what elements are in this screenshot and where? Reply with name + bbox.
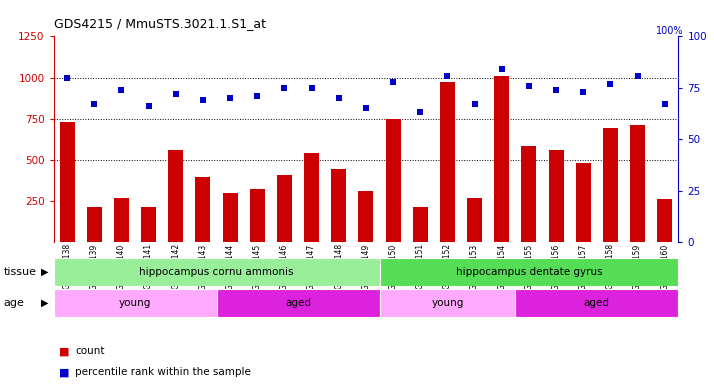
Bar <box>467 197 482 242</box>
Bar <box>331 169 346 242</box>
Text: ■: ■ <box>59 346 69 356</box>
Text: 100%: 100% <box>655 26 683 36</box>
Bar <box>60 122 74 242</box>
Text: young: young <box>119 298 151 308</box>
Bar <box>516 289 678 317</box>
Bar <box>658 199 672 242</box>
Bar <box>196 177 211 242</box>
Text: GDS4215 / MmuSTS.3021.1.S1_at: GDS4215 / MmuSTS.3021.1.S1_at <box>54 17 266 30</box>
Text: aged: aged <box>584 298 610 308</box>
Bar <box>141 207 156 242</box>
Bar <box>223 194 238 242</box>
Bar <box>386 119 401 242</box>
Bar <box>380 258 678 286</box>
Bar <box>630 125 645 242</box>
Bar <box>575 163 590 242</box>
Bar <box>358 191 373 242</box>
Bar <box>250 189 265 242</box>
Text: age: age <box>4 298 24 308</box>
Bar <box>54 289 216 317</box>
Bar <box>54 258 380 286</box>
Text: hippocampus cornu ammonis: hippocampus cornu ammonis <box>139 267 293 277</box>
Text: young: young <box>431 298 463 308</box>
Text: aged: aged <box>285 298 311 308</box>
Bar <box>494 76 509 242</box>
Text: tissue: tissue <box>4 267 36 277</box>
Text: ▶: ▶ <box>41 298 49 308</box>
Bar <box>440 82 455 242</box>
Bar <box>413 207 428 242</box>
Bar <box>216 289 380 317</box>
Text: ▶: ▶ <box>41 267 49 277</box>
Text: ■: ■ <box>59 367 69 377</box>
Bar <box>114 199 129 242</box>
Text: count: count <box>75 346 104 356</box>
Bar <box>169 150 183 242</box>
Text: hippocampus dentate gyrus: hippocampus dentate gyrus <box>456 267 602 277</box>
Text: percentile rank within the sample: percentile rank within the sample <box>75 367 251 377</box>
Bar <box>277 175 292 242</box>
Bar <box>603 128 618 242</box>
Bar <box>304 153 319 242</box>
Bar <box>87 207 102 242</box>
Bar <box>380 289 516 317</box>
Bar <box>521 146 536 242</box>
Bar <box>548 150 563 242</box>
